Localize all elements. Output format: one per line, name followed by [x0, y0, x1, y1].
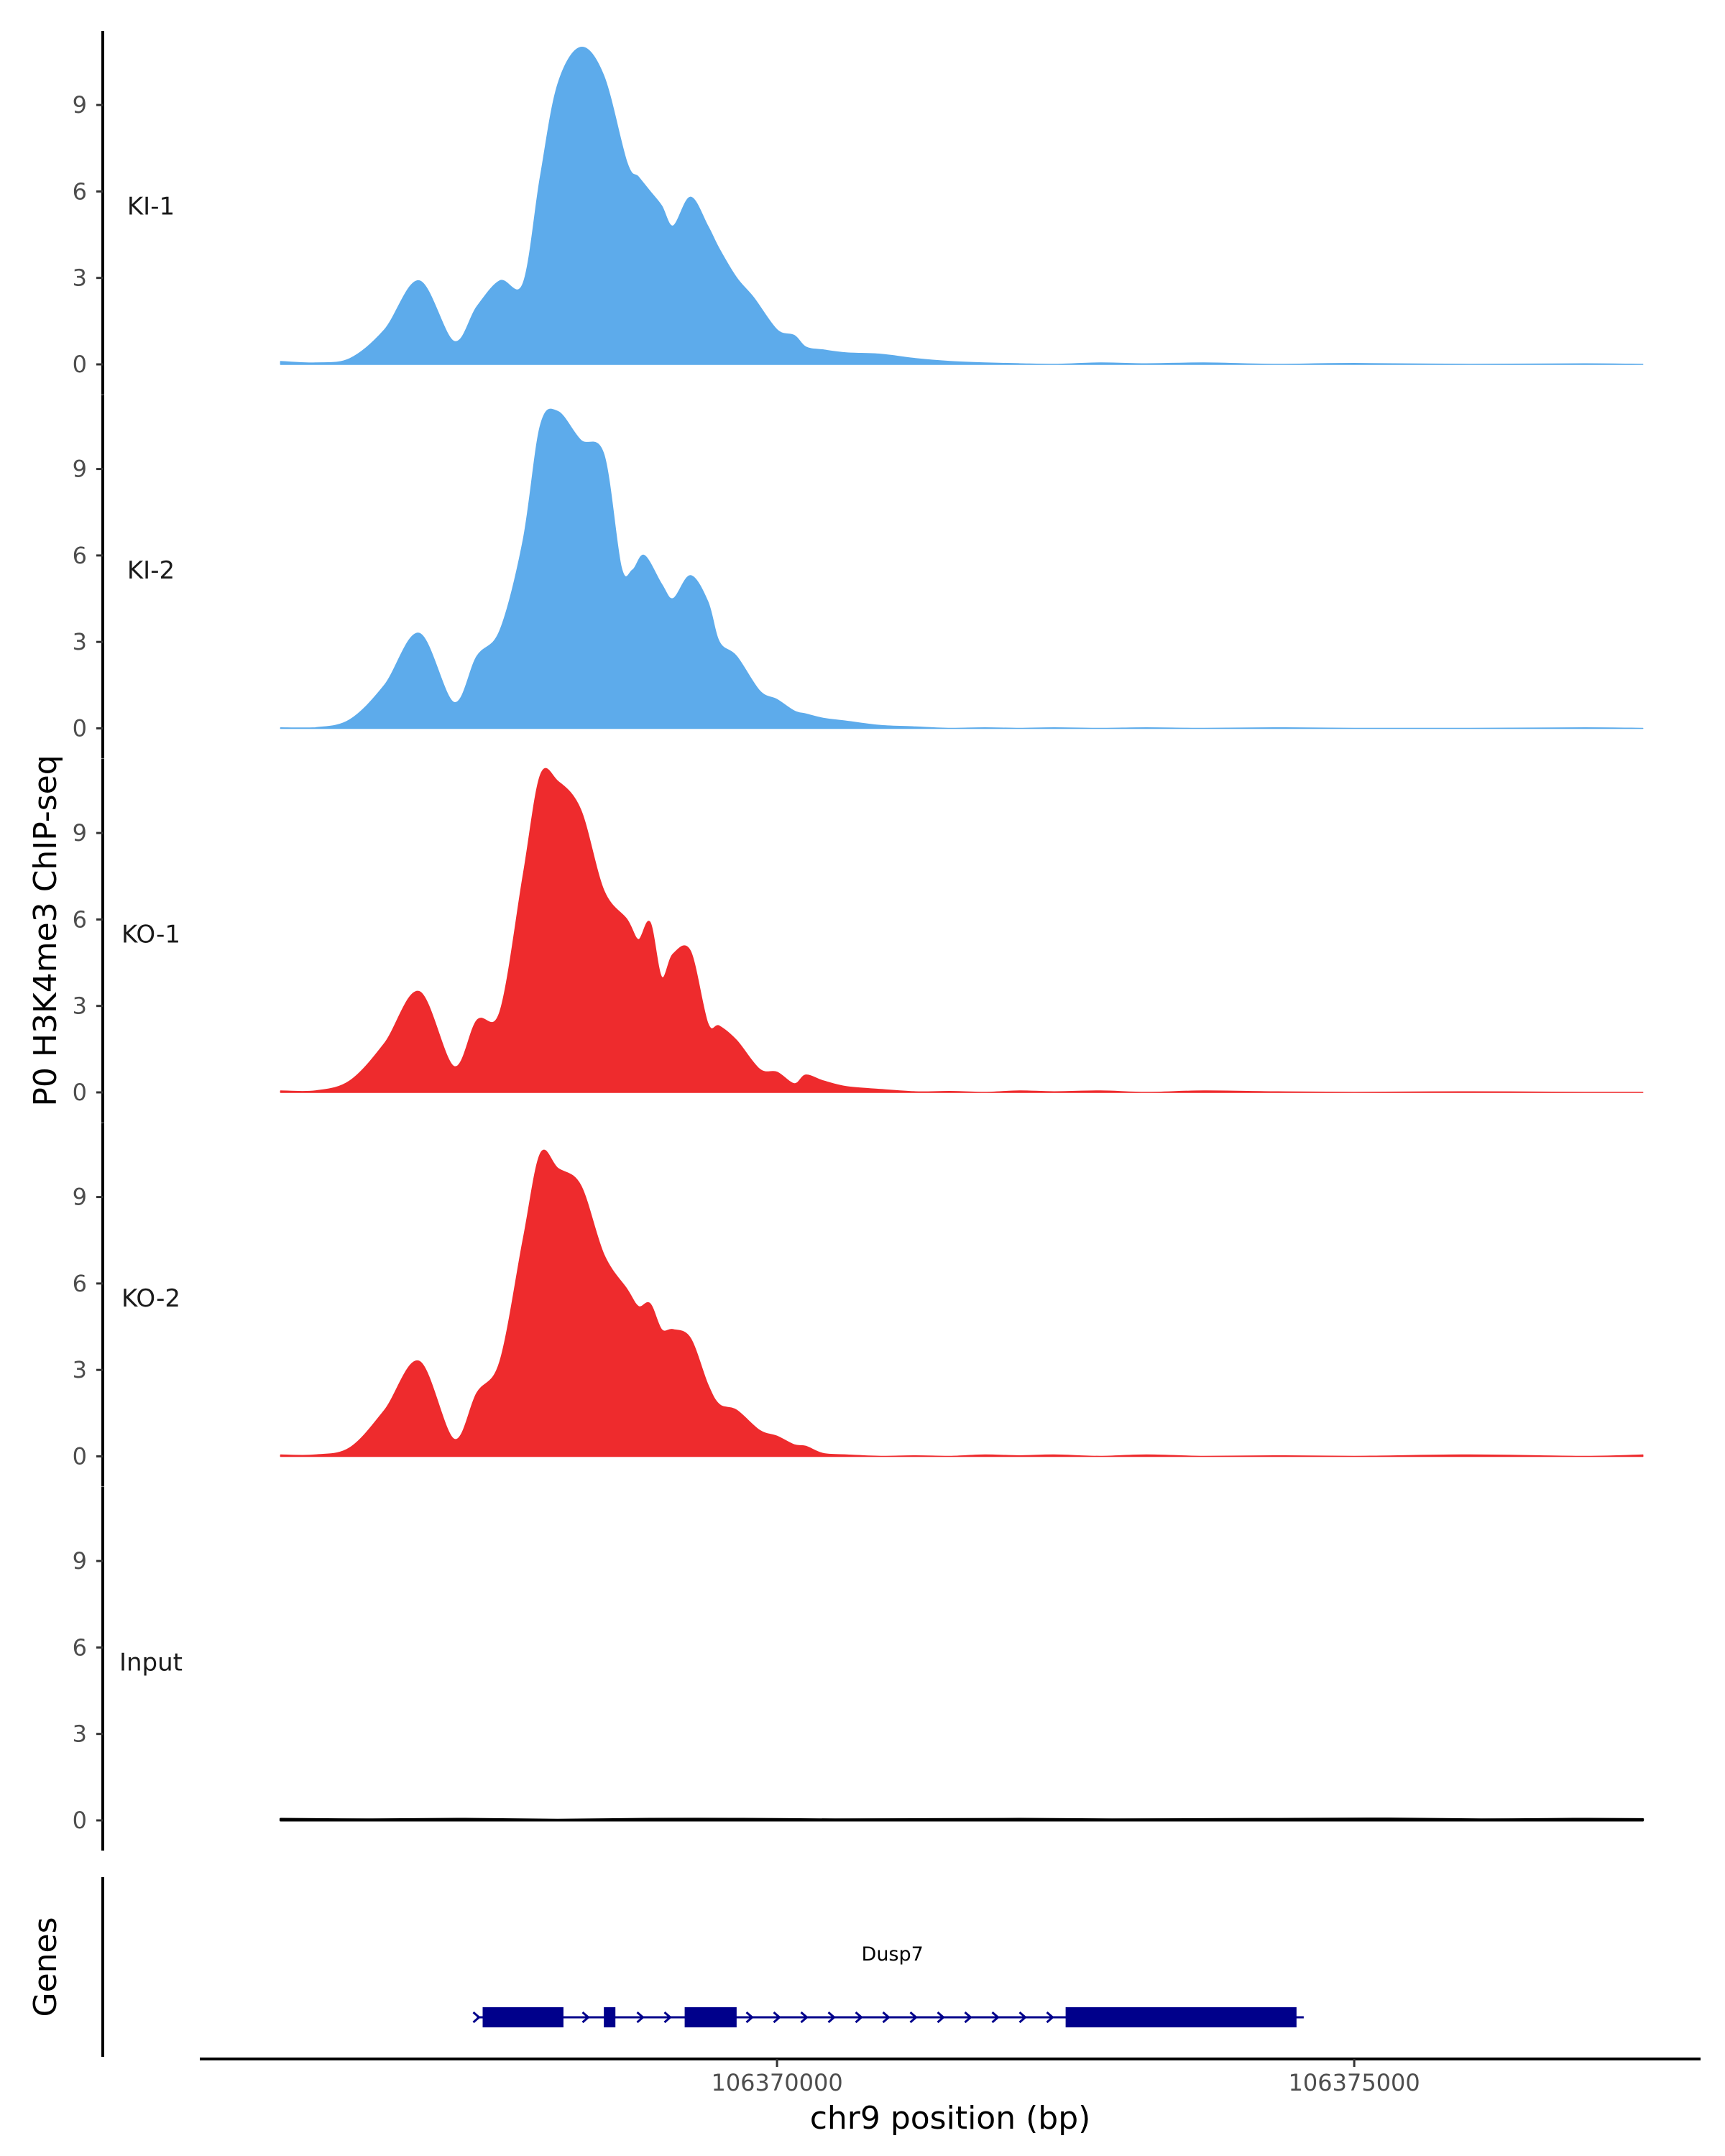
strand-arrow [882, 2011, 891, 2024]
strand-arrow [800, 2011, 809, 2024]
y-tick-label: 9 [73, 1184, 87, 1211]
y-tick-label: 3 [73, 1356, 87, 1383]
strand-arrow [581, 2011, 590, 2024]
tracks-layer: 0 3 6 9 KI-1 0 3 6 9 KI-2 0 3 6 9 KO-1 0 3 6 9 KO-2 0 3 6 9 Inpu… [73, 31, 1644, 1851]
y-axis-title: P0 H3K4me3 ChIP-seq [27, 755, 64, 1106]
strand-arrow [745, 2011, 754, 2024]
track-panel-ki-2: 0 3 6 9 KI-2 [73, 395, 1644, 759]
coverage-area-ko-1 [280, 768, 1644, 1093]
strand-arrow [1018, 2011, 1027, 2024]
y-tick-label: 9 [73, 456, 87, 483]
strand-arrow [937, 2011, 945, 2024]
track-label-ki-1: KI-1 [127, 192, 175, 221]
x-axis: chr9 position (bp) 106370000 106375000 [200, 2058, 1701, 2137]
y-tick-label: 3 [73, 264, 87, 292]
x-axis-title: chr9 position (bp) [810, 2100, 1091, 2137]
strand-arrow [909, 2011, 918, 2024]
strand-arrow [964, 2011, 972, 2024]
y-tick-label: 0 [73, 1443, 87, 1470]
gene-exon [1065, 2007, 1297, 2027]
y-tick-label: 0 [73, 1079, 87, 1106]
coverage-area-ki-2 [280, 408, 1644, 729]
strand-arrow [773, 2011, 781, 2024]
y-tick-label: 6 [73, 178, 87, 205]
track-panel-ki-1: 0 3 6 9 KI-1 [73, 31, 1644, 395]
gene-name-label: Dusp7 [862, 1943, 924, 1966]
track-label-ko-1: KO-1 [121, 920, 180, 949]
track-label-ko-2: KO-2 [121, 1284, 180, 1313]
gene-exon [604, 2007, 616, 2027]
strand-arrow [991, 2011, 1000, 2024]
genes-panel: Genes Dusp7 [27, 1877, 1304, 2057]
y-tick-label: 6 [73, 542, 87, 569]
track-panel-ko-1: 0 3 6 9 KO-1 [73, 759, 1644, 1123]
y-tick-label: 6 [73, 906, 87, 933]
y-tick-label: 0 [73, 1807, 87, 1834]
genes-panel-label: Genes [27, 1917, 64, 2017]
y-tick-label: 9 [73, 819, 87, 847]
gene-exon [684, 2007, 737, 2027]
strand-arrow [472, 2011, 481, 2024]
strand-arrow [636, 2011, 645, 2024]
gene-dusp7: Dusp7 [472, 1943, 1304, 2027]
strand-arrow [855, 2011, 863, 2024]
track-panel-input: 0 3 6 9 Input [73, 1487, 1644, 1851]
track-label-input: Input [119, 1648, 183, 1677]
y-tick-label: 9 [73, 91, 87, 119]
track-panel-ko-2: 0 3 6 9 KO-2 [73, 1123, 1644, 1487]
y-tick-label: 3 [73, 992, 87, 1020]
y-tick-label: 0 [73, 351, 87, 378]
x-tick-label: 106370000 [711, 2069, 842, 2096]
y-tick-label: 3 [73, 1720, 87, 1748]
strand-arrow [663, 2011, 672, 2024]
strand-arrow [1046, 2011, 1054, 2024]
track-label-ki-2: KI-2 [127, 556, 175, 585]
y-tick-label: 3 [73, 628, 87, 655]
y-tick-label: 6 [73, 1270, 87, 1297]
coverage-area-ko-2 [280, 1149, 1644, 1457]
y-tick-label: 6 [73, 1634, 87, 1661]
y-tick-label: 9 [73, 1547, 87, 1575]
x-tick-label: 106375000 [1289, 2069, 1420, 2096]
gene-exon [482, 2007, 564, 2027]
y-tick-label: 0 [73, 715, 87, 742]
coverage-area-ki-1 [280, 47, 1644, 365]
strand-arrow [827, 2011, 836, 2024]
